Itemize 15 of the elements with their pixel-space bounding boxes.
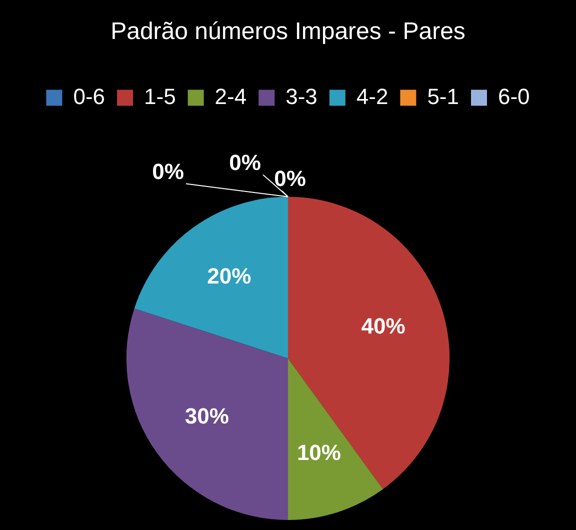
data-label: 20% xyxy=(207,263,252,288)
data-label: 30% xyxy=(184,403,229,428)
legend-label: 4-2 xyxy=(356,84,388,109)
text: 0% xyxy=(229,150,261,175)
legend-label: 2-4 xyxy=(214,84,247,109)
text: 0% xyxy=(152,158,184,184)
text: 0% xyxy=(274,166,306,191)
legend-label: 3-3 xyxy=(286,84,318,109)
chart-title: Padrão números Impares - Pares xyxy=(110,18,466,46)
legend-label: 0-6 xyxy=(73,84,106,109)
data-label: 40% xyxy=(361,314,406,338)
legend-label: 1-5 xyxy=(144,84,176,109)
legend-label: 6-0 xyxy=(498,84,530,109)
data-label: 10% xyxy=(296,440,341,465)
legend-label: 5-1 xyxy=(427,84,459,109)
